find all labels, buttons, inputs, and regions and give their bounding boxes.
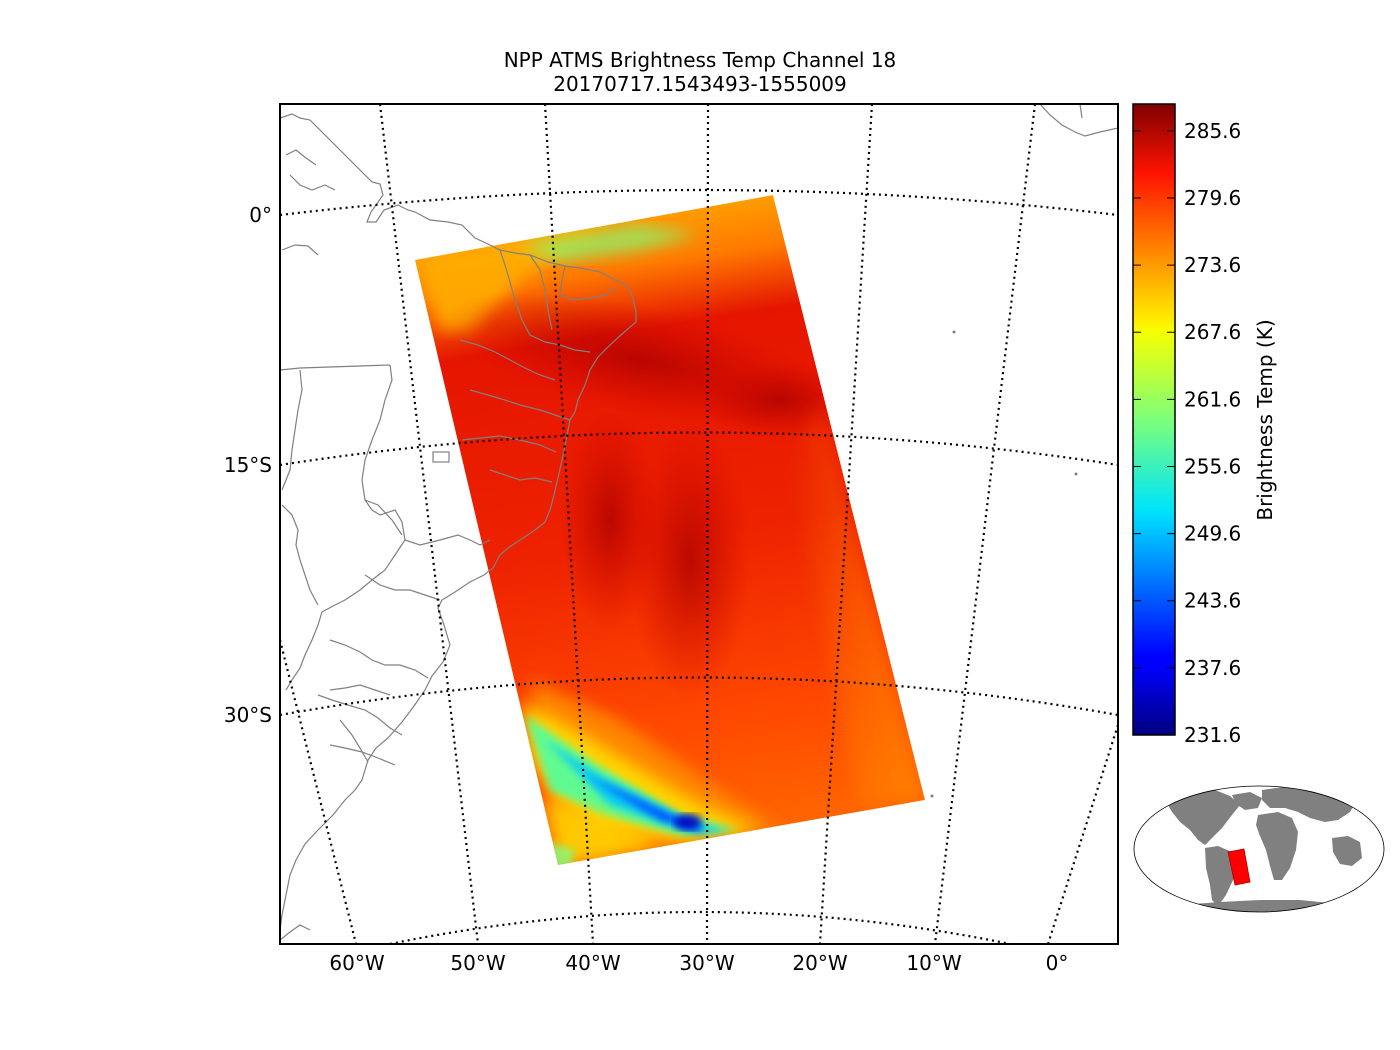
map-area xyxy=(280,104,1118,944)
graticule xyxy=(280,104,1118,944)
lat-label-30s: 30°S xyxy=(224,703,272,727)
map-subtitle-time-range: 20170717.1543493-1555009 xyxy=(553,72,847,96)
colorbar-tick-label: 285.6 xyxy=(1184,119,1241,143)
colorbar-gradient xyxy=(1132,103,1176,736)
colorbar-tick-label: 267.6 xyxy=(1184,320,1241,344)
meridian-30w xyxy=(705,104,710,944)
parallel-0 xyxy=(280,188,1118,217)
meridian-60w xyxy=(280,639,358,944)
latitude-labels: 0° 15°S 30°S xyxy=(224,203,272,727)
lon-label-0: 0° xyxy=(1046,951,1069,975)
map-title: NPP ATMS Brightness Temp Channel 18 xyxy=(503,48,897,72)
lon-label-50w: 50°W xyxy=(450,951,505,975)
colorbar-label: Brightness Temp (K) xyxy=(1253,319,1277,520)
lon-label-10w: 10°W xyxy=(906,951,961,975)
coastlines xyxy=(280,104,1118,941)
colorbar-tick-label: 231.6 xyxy=(1184,723,1241,747)
colorbar-tick-label: 237.6 xyxy=(1184,656,1241,680)
colorbar-tick-label: 255.6 xyxy=(1184,454,1241,478)
parallel-45s xyxy=(389,910,1011,944)
lon-label-60w: 60°W xyxy=(329,951,384,975)
colorbar: 285.6 279.6 273.6 267.6 261.6 255.6 249.6 243.6… xyxy=(1132,103,1277,747)
colorbar-ticks: 285.6 279.6 273.6 267.6 261.6 255.6 249.6 243.6… xyxy=(1133,119,1241,747)
inset-globe-outline xyxy=(1133,785,1385,913)
colorbar-tick-label: 279.6 xyxy=(1184,186,1241,210)
lat-label-0: 0° xyxy=(249,203,272,227)
lon-label-30w: 30°W xyxy=(679,951,734,975)
lat-label-15s: 15°S xyxy=(224,453,272,477)
meridian-40w xyxy=(543,104,595,944)
colorbar-tick-label: 243.6 xyxy=(1184,589,1241,613)
inset-swath-footprint xyxy=(1227,848,1251,886)
colorbar-tick-label: 273.6 xyxy=(1184,253,1241,277)
longitude-labels: 60°W 50°W 40°W 30°W 20°W 10°W 0° xyxy=(329,951,1068,975)
meridian-0 xyxy=(1046,724,1118,944)
map-frame xyxy=(279,103,1119,945)
parallel-15s xyxy=(280,431,1118,467)
parallel-30s xyxy=(280,676,1118,717)
lon-label-40w: 40°W xyxy=(565,951,620,975)
meridian-20w xyxy=(818,104,874,944)
colorbar-tick-label: 249.6 xyxy=(1184,522,1241,546)
inset-locator-map xyxy=(1133,785,1385,913)
lon-label-20w: 20°W xyxy=(792,951,847,975)
colorbar-tick-label: 261.6 xyxy=(1184,387,1241,411)
